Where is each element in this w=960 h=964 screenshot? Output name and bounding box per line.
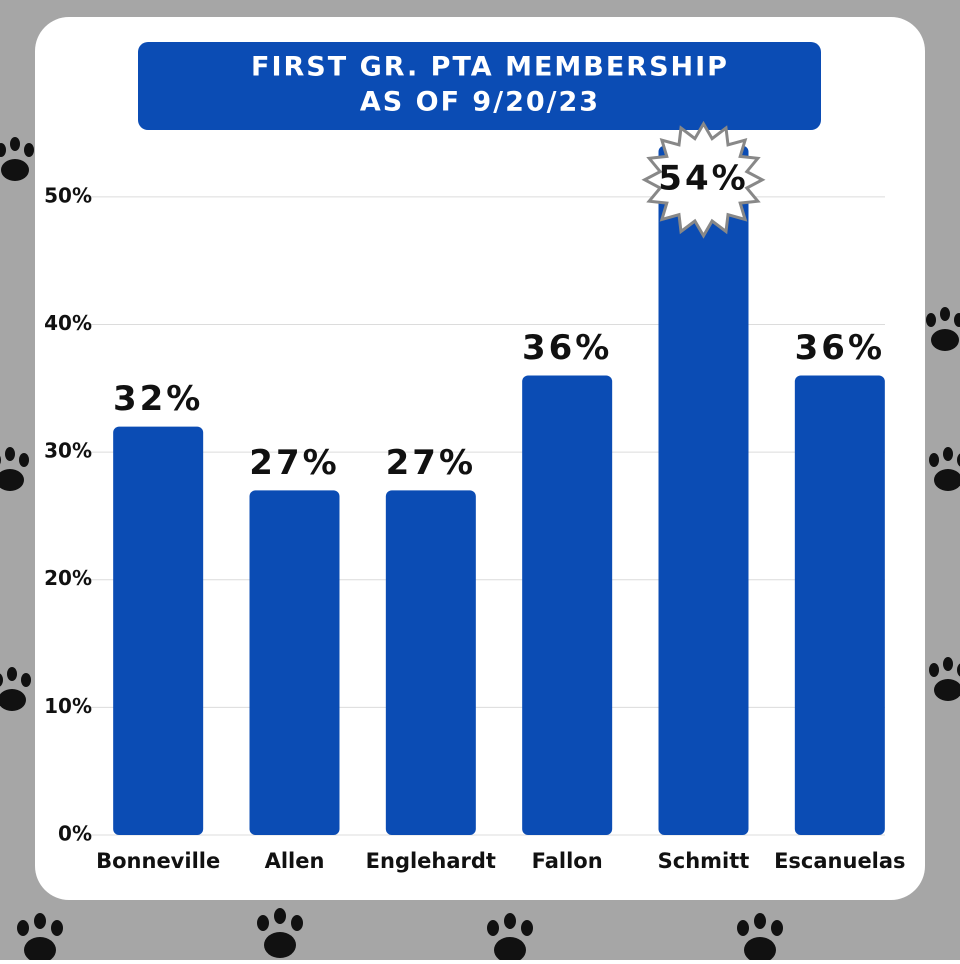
x-tick-label: Englehardt [366, 849, 496, 873]
x-tick-label: Escanuelas [774, 849, 905, 873]
y-tick-label: 10% [44, 694, 92, 718]
bar [658, 145, 749, 835]
x-tick-label: Allen [265, 849, 325, 873]
bar [794, 375, 885, 835]
data-label: 32% [113, 379, 203, 419]
data-label: 27% [386, 443, 476, 483]
x-tick-label: Bonneville [96, 849, 220, 873]
y-tick-label: 30% [44, 439, 92, 463]
data-label: 27% [249, 443, 339, 483]
data-label: 36% [795, 328, 885, 368]
bar [113, 426, 204, 835]
bar [522, 375, 613, 835]
bar [385, 490, 476, 835]
data-label: 36% [522, 328, 612, 368]
starburst [641, 120, 766, 239]
x-tick-label: Fallon [532, 849, 603, 873]
y-tick-label: 50% [44, 183, 92, 207]
data-label: 54% [658, 158, 748, 198]
y-tick-label: 20% [44, 566, 92, 590]
y-tick-label: 40% [44, 311, 92, 335]
title-box [138, 42, 821, 130]
paw-prints [0, 137, 960, 963]
bar [249, 490, 340, 835]
chart-title: FIRST GR. PTA MEMBERSHIP [251, 52, 729, 83]
chart-subtitle: AS OF 9/20/23 [360, 87, 600, 118]
y-tick-label: 0% [58, 822, 92, 846]
x-tick-label: Schmitt [658, 849, 750, 873]
